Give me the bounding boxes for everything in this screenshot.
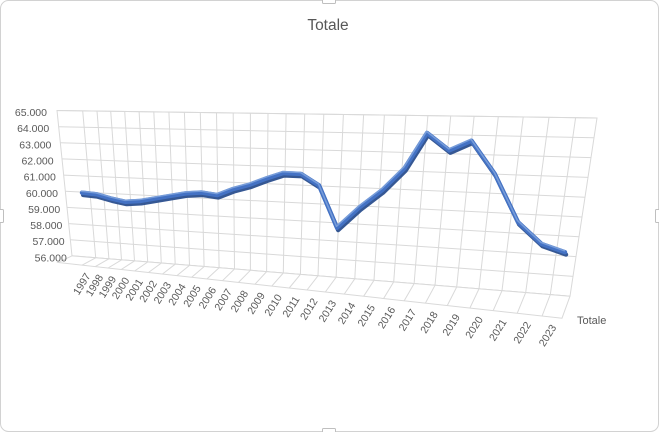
y-axis-label: 56.000 bbox=[35, 252, 67, 264]
y-axis-label: 59.000 bbox=[28, 204, 60, 216]
y-axis-label: 60.000 bbox=[26, 188, 58, 200]
chart-title: Totale bbox=[307, 17, 348, 34]
y-axis-label: 58.000 bbox=[30, 220, 62, 232]
y-axis-label: 63.000 bbox=[19, 139, 51, 151]
resize-handle-top[interactable] bbox=[323, 0, 336, 4]
resize-handle-bottom[interactable] bbox=[323, 429, 336, 433]
y-axis-label: 62.000 bbox=[21, 155, 53, 167]
y-axis-label: 61.000 bbox=[24, 172, 56, 184]
series-depth-label: Totale bbox=[577, 315, 606, 327]
y-axis-label: 64.000 bbox=[17, 123, 49, 135]
y-axis-label: 65.000 bbox=[15, 107, 47, 119]
resize-handle-left[interactable] bbox=[0, 210, 4, 223]
resize-handle-right[interactable] bbox=[656, 210, 659, 223]
y-axis-label: 57.000 bbox=[32, 236, 64, 248]
